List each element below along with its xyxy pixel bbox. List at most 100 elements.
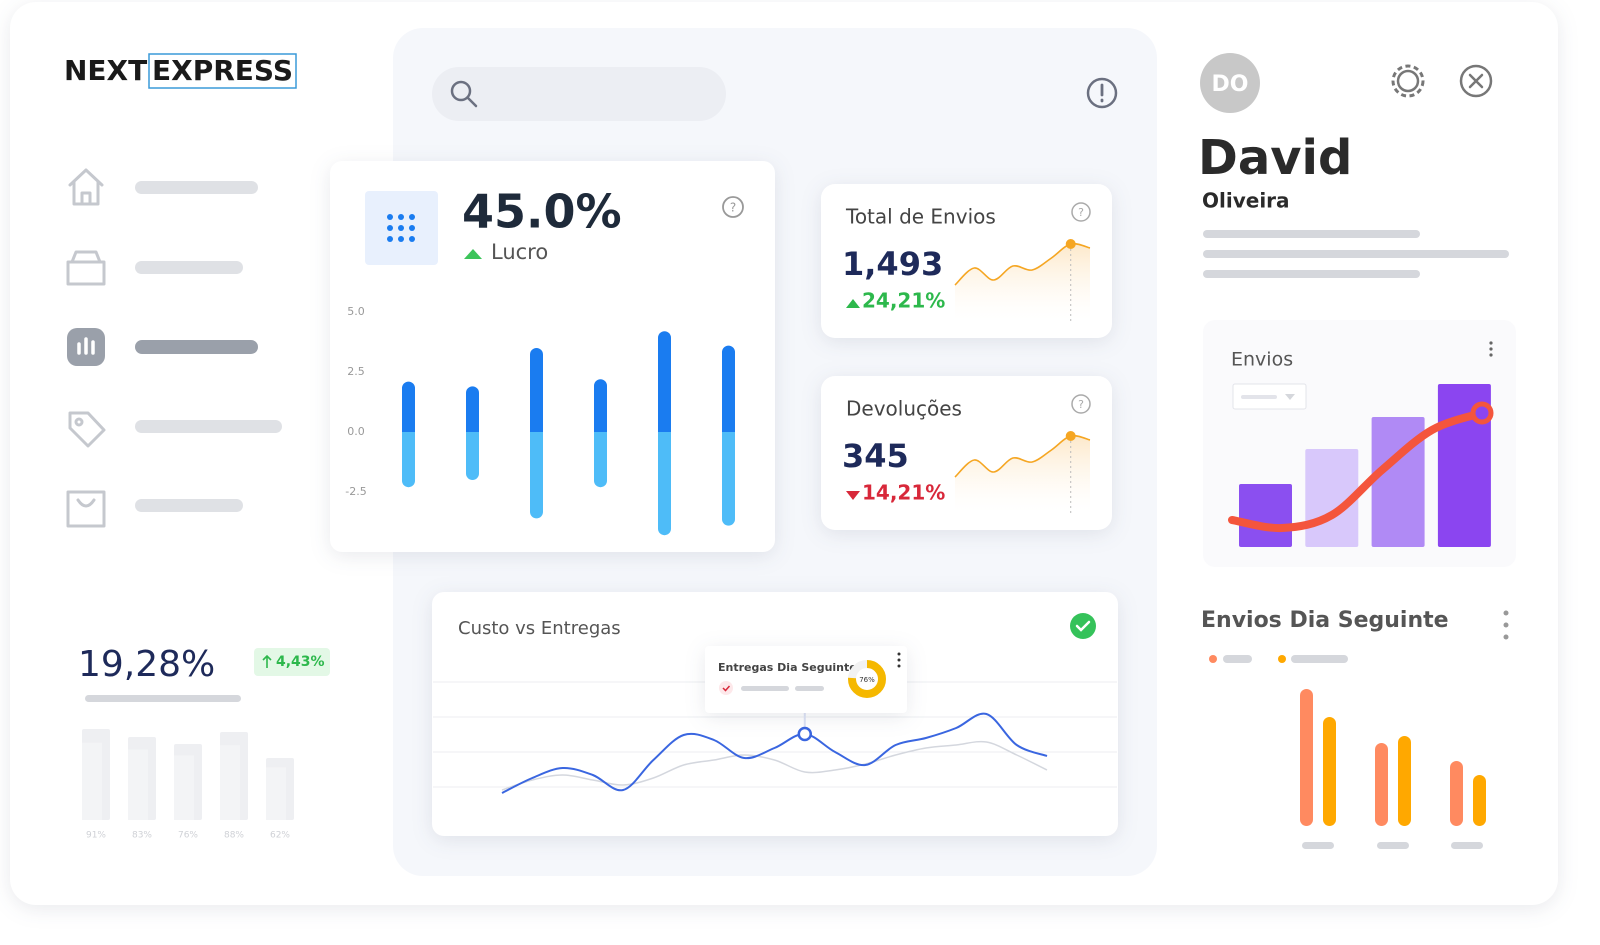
sparkline-point — [1065, 239, 1076, 249]
down-triangle — [846, 491, 860, 500]
dot — [387, 236, 393, 242]
stat-value: 345 — [842, 437, 909, 475]
nav-item[interactable] — [135, 420, 282, 433]
search-bar[interactable] — [432, 67, 726, 121]
avatar[interactable] — [1200, 53, 1260, 113]
nav-item-active[interactable] — [135, 340, 258, 354]
kebab-dot — [897, 658, 901, 662]
settings-icon[interactable] — [1396, 69, 1420, 93]
kebab[interactable] — [1489, 341, 1493, 357]
tooltip-text — [795, 686, 824, 691]
category-placeholder — [1377, 842, 1409, 849]
tooltip-text — [741, 686, 789, 691]
bag-icon[interactable] — [66, 490, 106, 528]
logo-express: EXPRESS — [152, 54, 293, 87]
mini-bar-shade — [174, 755, 194, 820]
settings-teeth — [1391, 64, 1425, 98]
dot — [409, 236, 415, 242]
tooltip-check-mark — [722, 685, 731, 692]
tooltip-title: Entregas Dia Seguinte — [718, 661, 857, 674]
kebab-dot — [897, 664, 901, 668]
stat-change: 14,21% — [862, 481, 945, 505]
next-day-bar — [1398, 736, 1411, 826]
alert-icon[interactable] — [1086, 77, 1118, 109]
next-day-bar — [1375, 743, 1388, 826]
stat-title: Total de Envios — [845, 205, 996, 229]
mini-bar-shade — [128, 749, 148, 820]
legend-dot — [1209, 655, 1217, 663]
logo-box — [148, 53, 297, 89]
next-day-bar — [1323, 717, 1336, 826]
dot — [409, 225, 415, 231]
profit-bar — [594, 379, 607, 432]
kebab-dot — [897, 652, 901, 656]
tooltip-check — [719, 681, 733, 695]
mini-bar-label: 62% — [270, 831, 290, 841]
up-triangle — [464, 249, 482, 259]
sparkline-point — [1065, 431, 1076, 441]
tag-icon[interactable] — [68, 411, 106, 448]
cost-line — [501, 712, 1048, 794]
donut-label: 76% — [859, 676, 875, 684]
dot — [398, 225, 404, 231]
cost-card — [432, 592, 1118, 836]
cost-point — [797, 726, 813, 742]
next-day-bar — [1473, 775, 1486, 826]
profit-value: 45.0% — [462, 185, 622, 239]
nav-item[interactable] — [135, 499, 243, 512]
next-day-title: Envios Dia Seguinte — [1201, 608, 1449, 633]
summary-value: 19,28% — [78, 644, 215, 685]
stat-change: 24,21% — [862, 289, 945, 313]
help-icon[interactable] — [1071, 394, 1091, 414]
stat-value: 1,493 — [842, 245, 943, 283]
legend-text — [1291, 655, 1348, 663]
profit-bar — [658, 432, 671, 536]
mini-bar-shade — [266, 767, 286, 820]
next-day-bar — [1300, 689, 1313, 826]
dot — [398, 214, 404, 220]
text-line — [1203, 230, 1420, 238]
dot — [398, 236, 404, 242]
category-placeholder — [1302, 842, 1334, 849]
first-name: David — [1198, 130, 1352, 186]
kebab[interactable] — [1503, 610, 1509, 640]
box-icon[interactable] — [66, 250, 106, 286]
envios-line — [1228, 409, 1486, 533]
up-arrow — [262, 654, 272, 668]
profit-bar — [722, 432, 735, 526]
help-icon[interactable] — [1071, 202, 1091, 222]
profit-bar — [594, 432, 607, 488]
envios-title: Envios — [1231, 349, 1293, 371]
legend-text — [1223, 655, 1252, 663]
cost-title: Custo vs Entregas — [458, 618, 621, 639]
nav-item[interactable] — [135, 261, 243, 274]
help-icon[interactable] — [722, 196, 744, 218]
profit-bar — [402, 381, 415, 432]
dot — [387, 225, 393, 231]
home-icon[interactable] — [68, 168, 104, 206]
avatar-initials: DO — [1212, 72, 1249, 97]
chart-icon-bars — [77, 337, 95, 355]
sparkline-area — [955, 243, 1090, 320]
search-handle — [466, 96, 478, 108]
mini-bar-shade — [82, 742, 102, 820]
next-day-bar — [1450, 761, 1464, 826]
y-tick-label: -2.5 — [345, 485, 366, 498]
y-tick-label: 2.5 — [347, 365, 365, 378]
category-placeholder — [1451, 842, 1483, 849]
text-line — [1203, 250, 1509, 258]
envios-point — [1470, 401, 1494, 425]
help-mark: ? — [730, 201, 736, 215]
nav — [66, 168, 282, 528]
nav-item[interactable] — [135, 181, 258, 194]
profit-label: Lucro — [491, 240, 548, 264]
mini-bar-shade — [220, 745, 240, 820]
check-icon — [1070, 613, 1096, 639]
stat-title: Devoluções — [846, 397, 962, 421]
close-icon[interactable] — [1459, 64, 1493, 98]
profit-bar — [722, 345, 735, 432]
logo-next: NEXT — [64, 54, 147, 87]
tag-hole — [74, 417, 84, 427]
